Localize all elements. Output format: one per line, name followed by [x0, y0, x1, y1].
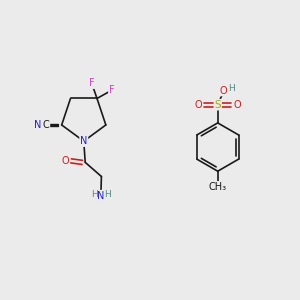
Text: O: O	[233, 100, 241, 110]
Text: CH₃: CH₃	[209, 182, 227, 191]
Text: O: O	[220, 85, 227, 95]
Text: C: C	[43, 120, 50, 130]
Text: F: F	[109, 85, 115, 95]
Text: O: O	[61, 156, 69, 166]
Text: N: N	[80, 136, 87, 146]
Text: H: H	[104, 190, 111, 199]
Text: F: F	[89, 78, 94, 88]
Text: H: H	[91, 190, 98, 199]
Text: N: N	[97, 190, 104, 201]
Text: S: S	[214, 100, 221, 110]
Text: O: O	[194, 100, 202, 110]
Text: N: N	[34, 120, 41, 130]
Text: H: H	[229, 84, 235, 93]
